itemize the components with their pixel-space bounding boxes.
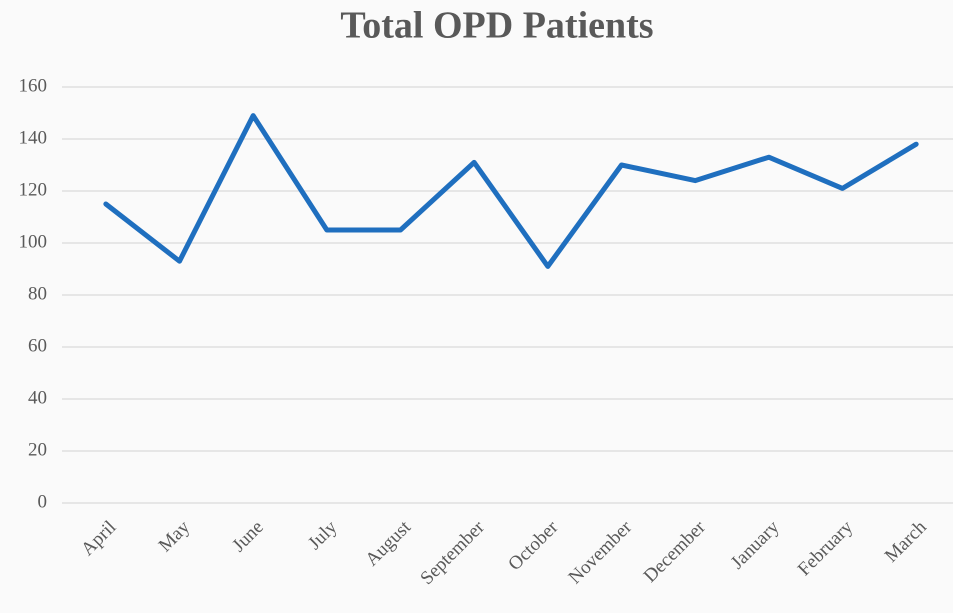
y-tick-label: 120 xyxy=(19,179,48,200)
y-tick-label: 40 xyxy=(28,387,47,408)
y-tick-label: 160 xyxy=(19,75,48,96)
chart-title: Total OPD Patients xyxy=(340,5,653,47)
y-tick-label: 140 xyxy=(19,127,48,148)
y-tick-label: 0 xyxy=(38,491,48,512)
data-line xyxy=(103,113,919,269)
y-tick-label: 80 xyxy=(28,283,47,304)
y-tick-label: 20 xyxy=(28,439,47,460)
y-tick-label: 60 xyxy=(28,335,47,356)
y-tick-label: 100 xyxy=(19,231,48,252)
